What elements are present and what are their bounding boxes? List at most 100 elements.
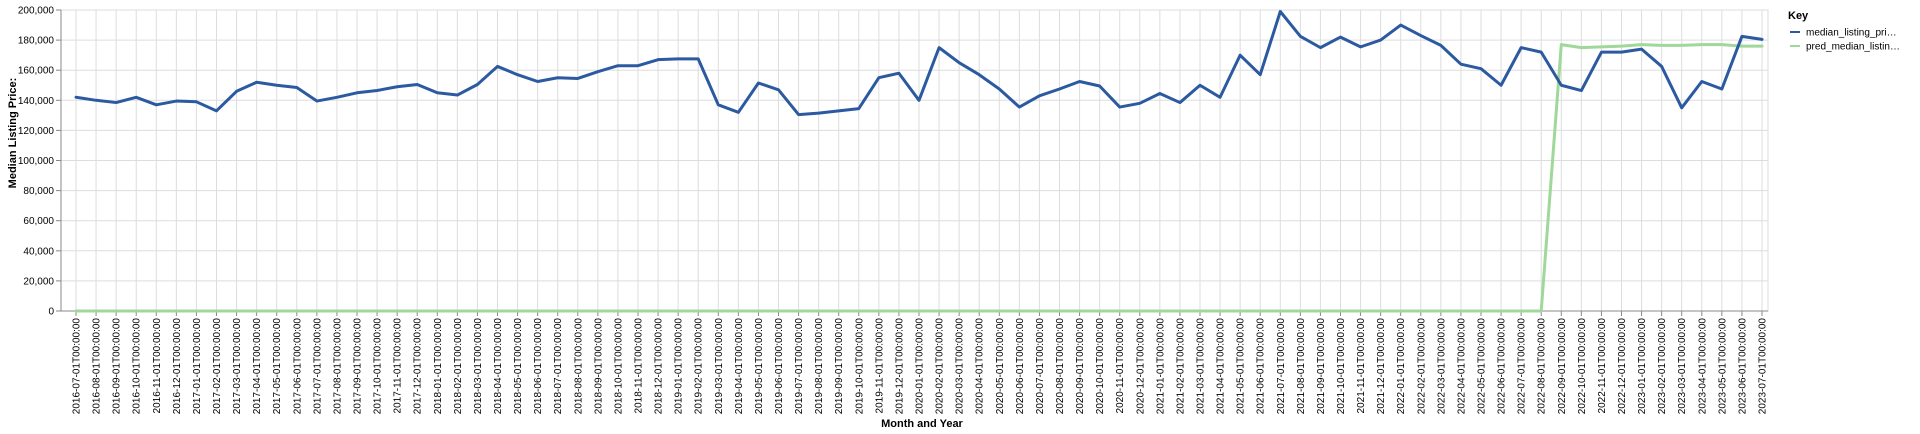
x-tick-label: 2021-04-01T00:00:00 (1216, 318, 1227, 415)
x-tick-label: 2020-04-01T00:00:00 (975, 318, 986, 415)
y-tick-label: 80,000 (23, 186, 54, 197)
x-tick-label: 2019-03-01T00:00:00 (714, 318, 725, 415)
y-axis-title: Median Listing Price: (7, 78, 19, 189)
x-tick-label: 2017-04-01T00:00:00 (252, 318, 263, 415)
x-tick-label: 2020-02-01T00:00:00 (935, 318, 946, 415)
x-tick-label: 2020-08-01T00:00:00 (1055, 318, 1066, 415)
x-tick-label: 2016-07-01T00:00:00 (72, 318, 83, 415)
x-tick-label: 2020-03-01T00:00:00 (955, 318, 966, 415)
x-tick-label: 2019-12-01T00:00:00 (894, 318, 905, 415)
y-tick-label: 40,000 (23, 246, 54, 257)
x-tick-label: 2022-07-01T00:00:00 (1517, 318, 1528, 415)
x-tick-label: 2021-10-01T00:00:00 (1336, 318, 1347, 415)
x-tick-label: 2019-05-01T00:00:00 (754, 318, 765, 415)
x-tick-label: 2017-09-01T00:00:00 (353, 318, 364, 415)
x-tick-label: 2022-02-01T00:00:00 (1416, 318, 1427, 415)
y-tick-label: 20,000 (23, 276, 54, 287)
x-tick-label: 2017-10-01T00:00:00 (373, 318, 384, 415)
y-axis-tick-labels: 0 20,000 40,000 60,000 80,000 100,000 120,000 1… (18, 6, 55, 318)
series-line-0 (74, 10, 1764, 117)
y-tick-label: 180,000 (18, 36, 55, 47)
x-tick-label: 2023-01-01T00:00:00 (1637, 318, 1648, 415)
gridlines (60, 9, 1769, 312)
x-tick-label: 2018-01-01T00:00:00 (433, 318, 444, 415)
x-tick-label: 2022-03-01T00:00:00 (1436, 318, 1447, 415)
x-tick-label: 2023-05-01T00:00:00 (1717, 318, 1728, 415)
x-tick-label: 2018-12-01T00:00:00 (654, 318, 665, 415)
x-tick-label: 2019-04-01T00:00:00 (734, 318, 745, 415)
x-tick-label: 2017-08-01T00:00:00 (332, 318, 343, 415)
y-tick-label: 120,000 (18, 126, 55, 137)
axes (56, 9, 1768, 316)
x-tick-label: 2017-03-01T00:00:00 (232, 318, 243, 415)
x-tick-label: 2021-09-01T00:00:00 (1316, 318, 1327, 415)
x-tick-label: 2021-06-01T00:00:00 (1256, 318, 1267, 415)
series-line-1 (74, 43, 1764, 313)
x-tick-label: 2022-09-01T00:00:00 (1557, 318, 1568, 415)
x-axis-tick-labels: 2016-07-01T00:00:00 2016-08-01T00:00:00 20… (72, 318, 1769, 415)
x-tick-label: 2016-08-01T00:00:00 (92, 318, 103, 415)
y-tick-label: 160,000 (18, 66, 55, 77)
x-tick-label: 2017-02-01T00:00:00 (212, 318, 223, 415)
x-tick-label: 2020-09-01T00:00:00 (1075, 318, 1086, 415)
x-tick-label: 2018-09-01T00:00:00 (593, 318, 604, 415)
legend-title: Key (1788, 10, 1809, 22)
x-tick-label: 2018-11-01T00:00:00 (634, 318, 645, 414)
series-lines (74, 10, 1764, 313)
x-tick-label: 2020-12-01T00:00:00 (1135, 318, 1146, 415)
x-tick-label: 2023-02-01T00:00:00 (1657, 318, 1668, 415)
x-tick-label: 2020-07-01T00:00:00 (1035, 318, 1046, 415)
x-tick-label: 2021-08-01T00:00:00 (1296, 318, 1307, 415)
x-tick-label: 2016-12-01T00:00:00 (172, 318, 183, 415)
x-tick-label: 2021-01-01T00:00:00 (1155, 318, 1166, 415)
x-tick-label: 2022-11-01T00:00:00 (1597, 318, 1608, 414)
x-tick-label: 2017-12-01T00:00:00 (413, 318, 424, 415)
x-tick-label: 2018-06-01T00:00:00 (533, 318, 544, 415)
x-tick-label: 2019-07-01T00:00:00 (794, 318, 805, 415)
x-tick-label: 2021-05-01T00:00:00 (1236, 318, 1247, 415)
x-tick-label: 2021-12-01T00:00:00 (1376, 318, 1387, 415)
x-tick-label: 2022-06-01T00:00:00 (1497, 318, 1508, 415)
x-tick-label: 2017-01-01T00:00:00 (192, 318, 203, 415)
x-tick-label: 2022-05-01T00:00:00 (1477, 318, 1488, 415)
y-tick-label: 100,000 (18, 156, 55, 167)
x-tick-label: 2020-10-01T00:00:00 (1095, 318, 1106, 415)
x-tick-label: 2018-03-01T00:00:00 (473, 318, 484, 415)
legend-label: pred_median_listin… (1806, 42, 1900, 53)
x-tick-label: 2017-07-01T00:00:00 (312, 318, 323, 415)
x-tick-label: 2020-01-01T00:00:00 (915, 318, 926, 415)
x-tick-label: 2021-11-01T00:00:00 (1356, 318, 1367, 414)
x-tick-label: 2022-10-01T00:00:00 (1577, 318, 1588, 415)
x-tick-label: 2022-01-01T00:00:00 (1396, 318, 1407, 415)
x-tick-label: 2019-11-01T00:00:00 (874, 318, 885, 414)
x-tick-label: 2019-10-01T00:00:00 (854, 318, 865, 415)
x-tick-label: 2016-11-01T00:00:00 (152, 318, 163, 414)
x-tick-label: 2019-08-01T00:00:00 (814, 318, 825, 415)
x-tick-label: 2023-03-01T00:00:00 (1677, 318, 1688, 415)
x-tick-label: 2023-04-01T00:00:00 (1697, 318, 1708, 415)
legend-item: median_listing_pri… (1790, 28, 1897, 39)
x-tick-label: 2022-04-01T00:00:00 (1456, 318, 1467, 415)
x-tick-label: 2018-04-01T00:00:00 (493, 318, 504, 415)
x-tick-label: 2023-07-01T00:00:00 (1758, 318, 1769, 415)
x-tick-label: 2022-12-01T00:00:00 (1617, 318, 1628, 415)
x-tick-label: 2018-10-01T00:00:00 (613, 318, 624, 415)
x-tick-label: 2019-06-01T00:00:00 (774, 318, 785, 415)
legend: Key median_listing_pri… pred_median_listi… (1788, 10, 1900, 53)
legend-item: pred_median_listin… (1790, 42, 1900, 53)
x-tick-label: 2018-02-01T00:00:00 (453, 318, 464, 415)
x-tick-label: 2020-05-01T00:00:00 (995, 318, 1006, 415)
y-tick-label: 60,000 (23, 216, 54, 227)
x-tick-label: 2018-08-01T00:00:00 (573, 318, 584, 415)
x-tick-label: 2016-09-01T00:00:00 (112, 318, 123, 415)
x-tick-label: 2019-02-01T00:00:00 (694, 318, 705, 415)
x-tick-label: 2023-06-01T00:00:00 (1737, 318, 1748, 415)
x-axis-title: Month and Year (881, 418, 963, 430)
y-tick-label: 140,000 (18, 96, 55, 107)
x-tick-label: 2018-05-01T00:00:00 (513, 318, 524, 415)
x-tick-label: 2020-11-01T00:00:00 (1115, 318, 1126, 414)
x-tick-label: 2021-02-01T00:00:00 (1175, 318, 1186, 415)
x-tick-label: 2017-06-01T00:00:00 (292, 318, 303, 415)
x-tick-label: 2019-01-01T00:00:00 (674, 318, 685, 415)
